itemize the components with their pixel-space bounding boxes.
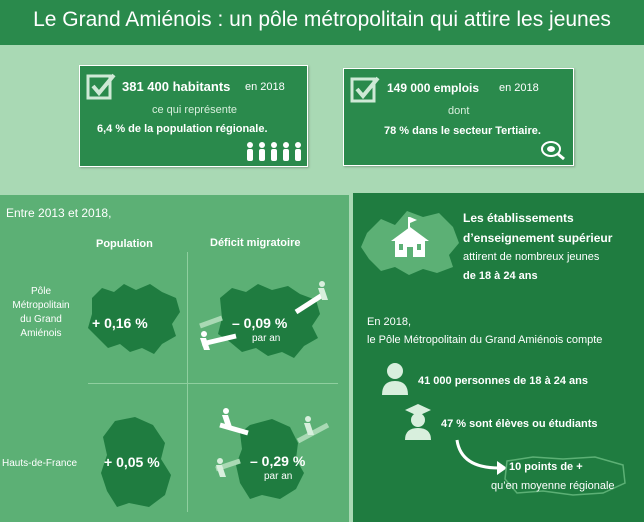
jobs-figure: 149 000 emplois — [387, 81, 480, 95]
row-label-line: Pôle — [30, 286, 51, 297]
grand-amienois-migration-map — [199, 281, 328, 358]
col-population-header: Population — [96, 238, 153, 250]
france-outline-icon — [504, 456, 626, 496]
jobs-year: en 2018 — [499, 82, 539, 94]
value-mig-hauts-de-france: – 0,29 % — [250, 453, 306, 469]
edu-heading-line2: d’enseignement supérieur — [463, 231, 613, 245]
population-figure: 381 400 habitants — [122, 79, 231, 94]
regional-average-label: qu’en moyenne régionale — [491, 480, 615, 492]
period-label: Entre 2013 et 2018, — [6, 206, 112, 220]
curved-arrow-icon — [455, 439, 507, 475]
row-label-hauts-de-france: Hauts-de-France — [2, 458, 78, 469]
jobs-detail: 78 % dans le secteur Tertiaire. — [384, 125, 541, 137]
row-label-grand-amienois: Pôle Métropolitain du Grand Amiénois — [0, 285, 82, 341]
horizontal-divider — [88, 383, 338, 384]
region-school-icon — [361, 211, 459, 275]
population-sub: ce qui représente — [152, 104, 237, 116]
hauts-de-france-map — [101, 417, 171, 507]
points-plus-stat: 10 points de + — [509, 461, 583, 473]
panel-divider — [349, 193, 353, 522]
jobs-sub: dont — [448, 105, 470, 117]
students-share-stat: 47 % sont élèves ou étudiants — [441, 418, 598, 430]
comparison-panel: Entre 2013 et 2018, Population Déficit m… — [0, 193, 349, 522]
year-label: En 2018, — [367, 316, 412, 328]
graduate-icon — [405, 404, 431, 440]
young-count-stat: 41 000 personnes de 18 à 24 ans — [418, 375, 588, 387]
checkbox-icon — [86, 73, 116, 100]
intro-label: le Pôle Métropolitain du Grand Amiénois … — [367, 334, 603, 346]
header-banner: Le Grand Amiénois : un pôle métropolitai… — [0, 0, 644, 45]
row-label-line: Métropolitain — [12, 300, 70, 311]
page-title: Le Grand Amiénois : un pôle métropolitai… — [33, 8, 611, 31]
edu-heading-line4: de 18 à 24 ans — [463, 270, 538, 282]
col-migration-header: Déficit migratoire — [210, 237, 301, 249]
edu-heading-line1: Les établissements — [463, 211, 574, 225]
vertical-divider — [187, 252, 188, 512]
population-year: en 2018 — [245, 81, 285, 93]
jobs-card: 149 000 emplois en 2018 dont 78 % dans l… — [343, 68, 574, 166]
value-pop-hauts-de-france: + 0,05 % — [104, 454, 160, 470]
band-separator — [0, 193, 644, 195]
magnifier-icon — [541, 141, 565, 161]
value-pop-grand-amienois: + 0,16 % — [92, 315, 148, 331]
people-icon — [247, 142, 301, 161]
grand-amienois-map — [88, 284, 180, 354]
population-detail: 6,4 % de la population régionale. — [97, 123, 268, 135]
key-figures-band: 381 400 habitants en 2018 ce qui représe… — [0, 45, 644, 193]
education-panel: Les établissements d’enseignement supéri… — [353, 193, 644, 522]
hauts-de-france-migration-map — [215, 408, 330, 499]
row-label-line: du Grand — [20, 314, 62, 325]
population-card: 381 400 habitants en 2018 ce qui représe… — [79, 65, 308, 167]
checkbox-icon — [350, 76, 380, 103]
value-mig-grand-amienois: – 0,09 % — [232, 315, 288, 331]
unit-per-year: par an — [252, 333, 281, 344]
edu-heading-line3: attirent de nombreux jeunes — [463, 251, 600, 263]
row-label-line: Amiénois — [20, 328, 62, 339]
young-person-icon — [382, 363, 408, 395]
unit-per-year: par an — [264, 471, 293, 482]
